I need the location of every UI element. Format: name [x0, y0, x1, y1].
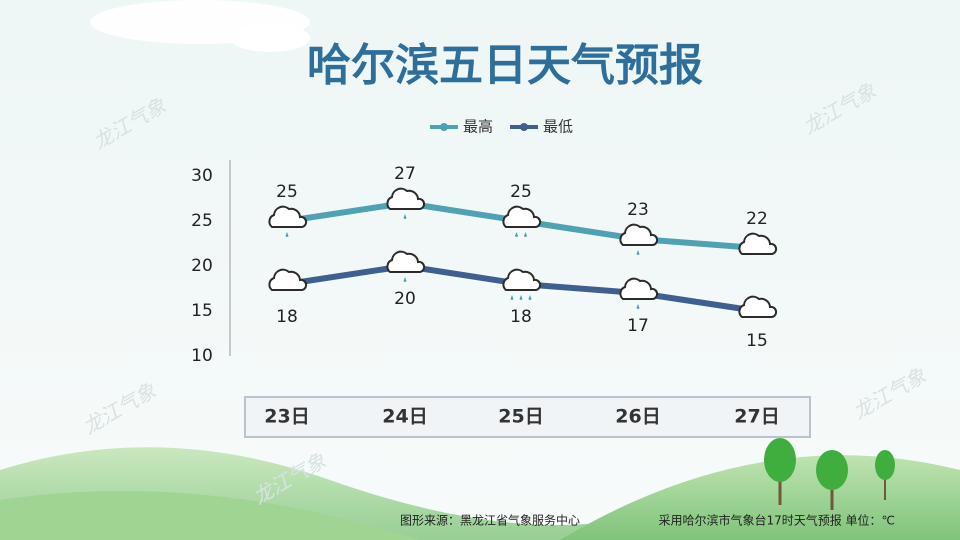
cloud-icon — [619, 277, 659, 300]
source: 图形来源：黑龙江省气象服务中心 — [400, 513, 580, 528]
legend-marker — [440, 123, 448, 131]
cloud-decoration — [230, 24, 310, 52]
cloud-icon — [386, 187, 426, 210]
x-tick-label: 23日 — [264, 406, 309, 428]
data-label: 22 — [746, 209, 768, 229]
x-tick-label: 24日 — [382, 406, 427, 428]
rain-drop — [515, 232, 518, 238]
rain-drop — [528, 295, 532, 301]
cloud-icon — [502, 268, 542, 291]
data-label: 25 — [276, 182, 298, 202]
data-label: 18 — [276, 307, 298, 327]
cloud-icon — [268, 268, 308, 291]
cloud-icon — [738, 232, 778, 255]
hill — [0, 491, 420, 540]
weather-icon — [738, 232, 778, 255]
cloud-icon — [386, 250, 426, 273]
legend-label: 最低 — [543, 118, 573, 136]
legend-marker — [520, 123, 528, 131]
y-tick-label: 30 — [191, 166, 213, 186]
data-label: 15 — [746, 331, 768, 351]
chart-title: 哈尔滨五日天气预报 — [307, 40, 703, 91]
x-tick-label: 25日 — [498, 406, 543, 428]
weather-icon — [386, 187, 426, 220]
rain-drop — [285, 232, 289, 238]
data-label: 25 — [510, 182, 532, 202]
note: 采用哈尔滨市气象台17时天气预报 单位：℃ — [658, 513, 895, 528]
x-tick-label: 27日 — [734, 406, 779, 428]
cloud-icon — [738, 295, 778, 318]
cloud-icon — [268, 205, 308, 228]
rain-drop — [403, 214, 407, 220]
weather-icon — [268, 268, 308, 291]
trees — [764, 438, 895, 510]
weather-icon — [619, 277, 659, 310]
data-label: 18 — [510, 307, 532, 327]
cloud-icon — [502, 205, 542, 228]
rain-drop — [510, 295, 514, 301]
weather-icon — [268, 205, 308, 238]
weather-icon — [738, 295, 778, 318]
category-band — [244, 396, 811, 438]
y-tick-label: 15 — [191, 301, 213, 321]
data-label: 23 — [627, 200, 649, 220]
hill — [560, 455, 960, 540]
y-tick-label: 25 — [191, 211, 213, 231]
weather-icon — [502, 205, 542, 238]
x-tick-label: 26日 — [615, 406, 660, 428]
y-tick-label: 20 — [191, 256, 213, 276]
legend-label: 最高 — [463, 118, 493, 136]
data-label: 27 — [394, 164, 416, 184]
rain-drop — [636, 250, 640, 256]
data-label: 20 — [394, 289, 416, 309]
rain-drop — [524, 232, 527, 238]
cloud-icon — [619, 223, 659, 246]
weather-icon — [502, 268, 542, 301]
rain-drop — [519, 295, 523, 301]
rain-drop — [403, 277, 407, 283]
data-label: 17 — [627, 316, 649, 336]
rain-drop — [636, 304, 640, 310]
weather-icon — [386, 250, 426, 283]
y-tick-label: 10 — [191, 346, 213, 366]
weather-icon — [619, 223, 659, 256]
